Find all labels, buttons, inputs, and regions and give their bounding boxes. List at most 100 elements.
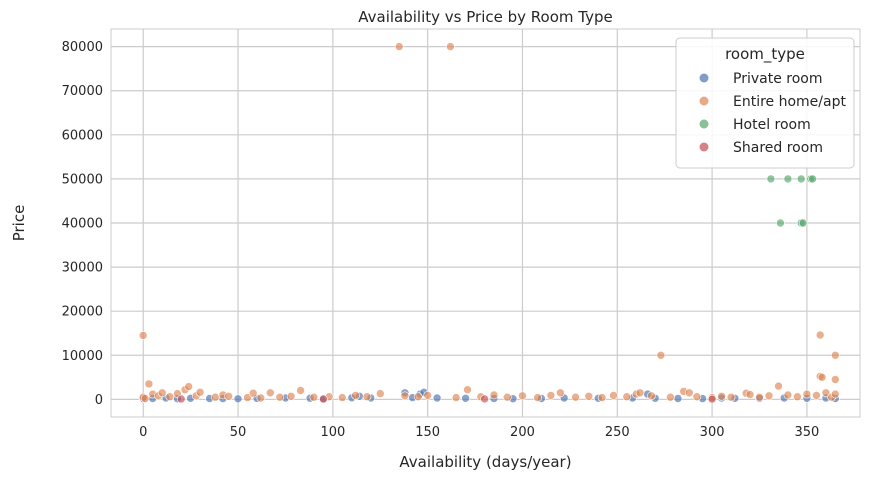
legend-marker-private-room [699, 73, 709, 83]
point-private-room [461, 393, 470, 403]
point-entire-home-apt [584, 391, 594, 401]
point-entire-home-apt [635, 388, 645, 398]
point-entire-home-apt [622, 392, 632, 402]
legend-label-hotel-room: Hotel room [733, 117, 811, 133]
grid-lines [111, 29, 860, 417]
legend: room_type Private room Entire home/apt Hot… [675, 37, 855, 169]
legend-label-shared-room: Shared room [733, 140, 823, 156]
point-entire-home-apt [812, 391, 821, 400]
point-entire-home-apt [502, 392, 512, 402]
point-entire-home-apt [337, 393, 347, 402]
point-private-room [673, 394, 683, 403]
y-axis-label: Price [10, 205, 28, 242]
y-tick-label: 10000 [62, 349, 103, 364]
y-tick-label: 30000 [62, 261, 103, 276]
x-tick-label: 0 [139, 425, 147, 440]
point-entire-home-apt [463, 385, 472, 395]
point-entire-home-apt [157, 388, 167, 398]
point-entire-home-apt [184, 382, 193, 391]
point-entire-home-apt [556, 388, 565, 398]
point-entire-home-apt [423, 391, 433, 400]
point-entire-home-apt [451, 393, 461, 402]
x-axis-label: Availability (days/year) [399, 453, 571, 471]
point-entire-home-apt [717, 391, 726, 401]
point-entire-home-apt [243, 393, 252, 402]
point-shared-room [707, 394, 717, 404]
point-entire-home-apt [362, 392, 372, 402]
point-hotel-room [808, 174, 817, 184]
point-entire-home-apt [275, 392, 285, 402]
point-entire-home-apt [793, 392, 802, 402]
point-entire-home-apt [821, 388, 831, 398]
point-entire-home-apt [571, 392, 580, 402]
point-entire-home-apt [774, 381, 783, 391]
point-entire-home-apt [755, 392, 764, 402]
y-tick-label: 50000 [62, 172, 103, 187]
point-entire-home-apt [830, 350, 840, 360]
point-shared-room [176, 394, 186, 404]
point-entire-home-apt [692, 392, 702, 402]
legend-box [675, 37, 855, 169]
point-shared-room [480, 394, 489, 404]
point-entire-home-apt [224, 391, 233, 401]
point-entire-home-apt [351, 391, 360, 400]
y-tick-labels: 0 10000 20000 30000 40000 50000 60000 70000 8000… [62, 40, 103, 408]
point-entire-home-apt [745, 390, 755, 399]
point-entire-home-apt [764, 391, 774, 401]
point-entire-home-apt [830, 375, 840, 384]
point-entire-home-apt [546, 391, 556, 400]
x-tick-label: 300 [700, 425, 725, 440]
legend-marker-hotel-room [699, 119, 709, 129]
point-entire-home-apt [446, 42, 455, 51]
legend-label-private-room: Private room [733, 71, 822, 87]
point-entire-home-apt [256, 393, 266, 403]
point-entire-home-apt [597, 393, 607, 402]
data-points [138, 42, 840, 404]
legend-marker-shared-room [699, 142, 709, 152]
x-tick-label: 100 [320, 425, 345, 440]
point-entire-home-apt [726, 392, 736, 402]
point-entire-home-apt [815, 330, 825, 340]
point-entire-home-apt [400, 391, 410, 401]
point-entire-home-apt [802, 389, 812, 399]
x-tick-label: 250 [605, 425, 630, 440]
point-hotel-room [796, 174, 806, 184]
point-entire-home-apt [265, 388, 275, 398]
point-entire-home-apt [165, 392, 175, 402]
point-private-room [432, 393, 442, 403]
y-tick-label: 70000 [62, 84, 103, 99]
point-entire-home-apt [248, 388, 258, 398]
legend-label-entire-home-apt: Entire home/apt [733, 94, 846, 110]
point-entire-home-apt [518, 391, 527, 401]
x-tick-label: 150 [415, 425, 440, 440]
y-tick-label: 80000 [62, 40, 103, 55]
point-private-room [233, 394, 243, 404]
point-entire-home-apt [666, 392, 675, 402]
chart-title: Availability vs Price by Room Type [358, 8, 612, 26]
point-hotel-room [766, 174, 776, 184]
point-entire-home-apt [533, 393, 542, 402]
point-hotel-room [798, 218, 808, 228]
x-tick-label: 50 [230, 425, 247, 440]
y-tick-label: 40000 [62, 217, 103, 232]
plot-frame [110, 28, 861, 418]
point-hotel-room [783, 174, 793, 184]
point-entire-home-apt [684, 388, 694, 398]
point-entire-home-apt [647, 391, 656, 401]
point-entire-home-apt [413, 392, 423, 402]
point-hotel-room [776, 218, 785, 228]
legend-marker-entire-home-apt [699, 96, 709, 106]
point-entire-home-apt [309, 392, 319, 402]
point-entire-home-apt [138, 331, 148, 340]
x-tick-label: 350 [794, 425, 819, 440]
point-entire-home-apt [783, 390, 793, 400]
point-entire-home-apt [286, 391, 296, 401]
point-entire-home-apt [144, 379, 154, 389]
point-entire-home-apt [375, 389, 385, 398]
y-tick-label: 0 [95, 393, 103, 408]
point-entire-home-apt [195, 387, 205, 397]
point-entire-home-apt [609, 391, 618, 400]
point-shared-room [319, 394, 328, 404]
x-tick-labels: 0 50 100 150 200 250 300 350 [139, 425, 819, 440]
point-entire-home-apt [140, 394, 150, 403]
